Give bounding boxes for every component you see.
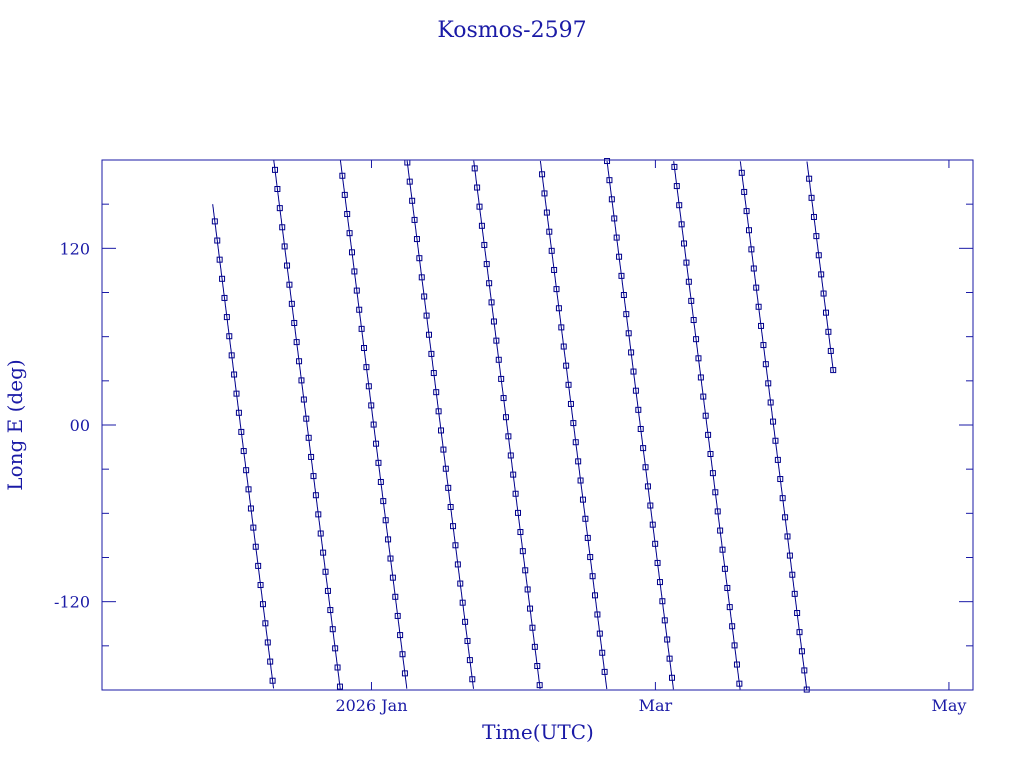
track-segment: [806, 161, 834, 373]
track-segment: [212, 204, 275, 689]
track-segment: [539, 160, 608, 690]
x-tick-label: 2026 Jan: [335, 696, 407, 715]
track-segment: [406, 160, 474, 689]
y-tick-label: 00: [70, 416, 90, 435]
track-segment: [606, 160, 674, 690]
y-tick-label: 120: [59, 239, 90, 258]
plot-area: [211, 158, 837, 693]
plot-frame: [101, 159, 974, 691]
x-axis-label: Time(UTC): [482, 720, 594, 744]
track-segment: [673, 161, 741, 690]
track-segment: [273, 160, 341, 689]
track-segment: [473, 160, 541, 690]
x-tick-label: May: [931, 696, 966, 715]
axis-ticks: 2026 Jan Mar May -120 00 120: [54, 159, 973, 715]
y-axis-label: Long E (deg): [3, 359, 27, 490]
chart-title: Kosmos-2597: [437, 18, 586, 43]
x-tick-label: Mar: [639, 696, 673, 715]
track-segment: [739, 161, 808, 690]
track-segment: [339, 160, 408, 689]
y-tick-label: -120: [54, 593, 90, 612]
